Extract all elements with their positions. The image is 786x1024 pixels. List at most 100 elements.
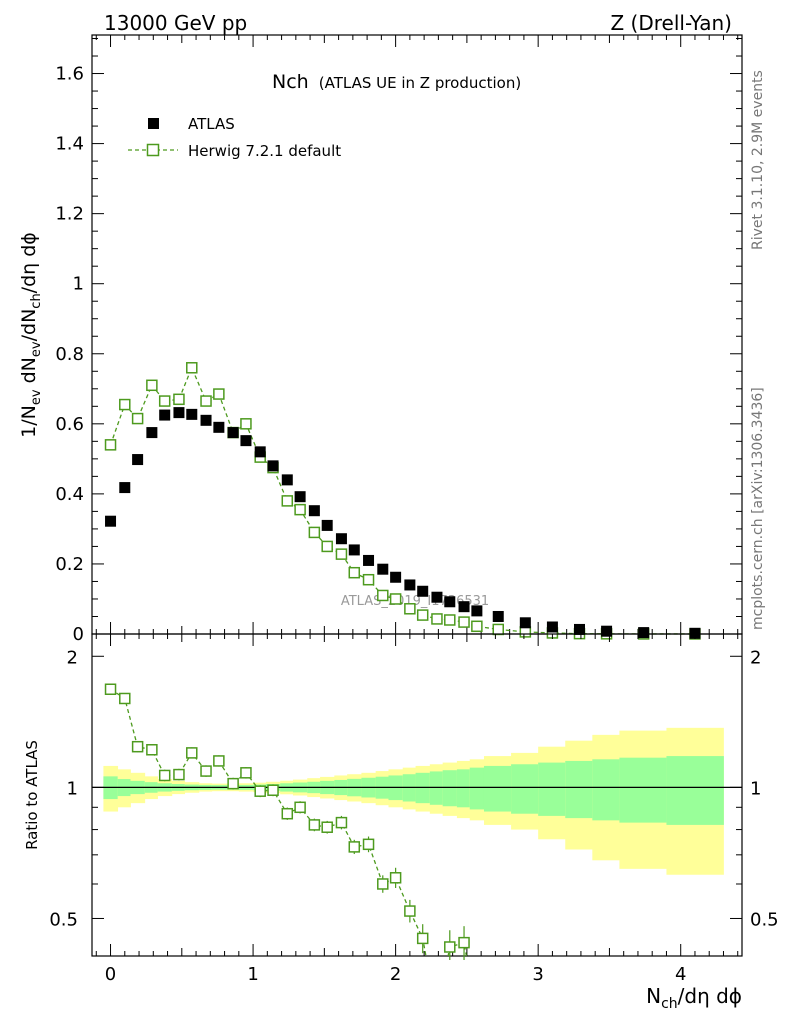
herwig-ratio-point xyxy=(158,769,171,782)
herwig-point xyxy=(377,589,389,602)
atlas-point xyxy=(159,409,171,421)
atlas-point xyxy=(321,519,333,531)
atlas-point xyxy=(267,460,279,472)
herwig-point xyxy=(294,503,306,516)
main-series xyxy=(104,362,701,640)
x-tick-label: 0 xyxy=(105,964,116,985)
stat-uncertainty-band xyxy=(442,770,458,807)
y-tick-label: 0.6 xyxy=(55,414,84,435)
herwig-point xyxy=(492,623,504,636)
atlas-point xyxy=(119,482,131,494)
atlas-point xyxy=(173,407,185,419)
herwig-ratio-point xyxy=(377,878,389,890)
herwig-ratio-point xyxy=(200,765,212,777)
energy-label: 13000 GeV pp xyxy=(104,11,247,35)
herwig-point xyxy=(119,398,131,411)
herwig-point xyxy=(389,593,402,605)
herwig-point xyxy=(131,412,144,425)
herwig-point xyxy=(416,609,429,621)
herwig-point xyxy=(308,526,321,539)
stat-uncertainty-band xyxy=(429,771,444,805)
herwig-ratio-point xyxy=(335,816,348,829)
atlas-point xyxy=(132,454,144,466)
atlas-point xyxy=(335,533,347,545)
atlas-point xyxy=(471,605,483,617)
herwig-ratio-point xyxy=(146,744,158,756)
herwig-ratio-point xyxy=(104,683,117,696)
atlas-point xyxy=(519,617,531,629)
ratio-y-tick-label-right: 0.5 xyxy=(750,909,779,930)
herwig-ratio-point xyxy=(444,941,456,953)
herwig-point xyxy=(146,379,158,392)
source-label: mcplots.cern.ch [arXiv:1306.3436] xyxy=(750,387,766,630)
atlas-point xyxy=(200,414,212,426)
y-tick-label: 0.4 xyxy=(55,484,84,505)
herwig-point xyxy=(158,395,171,407)
ratio-y-label: Ratio to ATLAS xyxy=(23,740,41,850)
stat-uncertainty-band xyxy=(456,769,471,808)
y-tick-label: 0 xyxy=(73,624,84,645)
stat-uncertainty-band xyxy=(619,757,667,823)
herwig-ratio-point xyxy=(389,872,402,884)
herwig-ratio-point xyxy=(119,692,131,705)
ratio-y-tick-label-right: 2 xyxy=(750,647,761,668)
herwig-point xyxy=(104,439,117,451)
ratio-y-tick-label: 2 xyxy=(67,647,78,668)
plot-title-main: Nch xyxy=(272,71,309,93)
herwig-ratio-point xyxy=(281,807,294,820)
herwig-ratio-point xyxy=(308,819,321,831)
herwig-point xyxy=(404,603,416,615)
atlas-point xyxy=(308,505,320,517)
legend-herwig-label: Herwig 7.2.1 default xyxy=(188,142,341,160)
herwig-ratio-point xyxy=(362,838,375,851)
ratio-y-tick-label: 1 xyxy=(67,778,78,799)
stat-uncertainty-band xyxy=(538,762,566,816)
stat-uncertainty-band xyxy=(565,760,593,819)
herwig-point xyxy=(186,362,198,374)
y-tick-label: 1 xyxy=(73,274,84,295)
atlas-point xyxy=(240,435,252,447)
stat-uncertainty-band xyxy=(666,756,724,825)
herwig-ratio-point xyxy=(348,841,361,853)
legend-herwig-marker xyxy=(146,143,160,157)
herwig-point xyxy=(458,616,470,628)
x-axis-label: Nch/dη dϕ xyxy=(646,984,742,1012)
herwig-point xyxy=(519,626,532,638)
atlas-point xyxy=(348,544,360,556)
x-tick-label: 1 xyxy=(247,964,258,985)
ratio-y-tick-label-right: 1 xyxy=(750,778,761,799)
atlas-point xyxy=(458,601,470,613)
stat-uncertainty-band xyxy=(511,764,539,814)
herwig-point xyxy=(335,548,348,560)
atlas-point xyxy=(227,427,239,439)
herwig-ratio-point xyxy=(131,740,144,753)
atlas-point xyxy=(377,563,389,575)
stat-uncertainty-band xyxy=(592,759,620,821)
herwig-ratio-point xyxy=(458,936,470,949)
plot-title: Nch (ATLAS UE in Z production) xyxy=(272,71,521,93)
atlas-point xyxy=(638,627,650,639)
herwig-ratio-point xyxy=(321,821,333,833)
y-tick-label: 1.6 xyxy=(55,64,84,85)
herwig-ratio-point xyxy=(240,767,252,779)
atlas-point xyxy=(601,625,613,637)
y-tick-label: 0.2 xyxy=(55,554,84,575)
atlas-point xyxy=(431,591,443,603)
herwig-ratio-point xyxy=(173,768,185,781)
atlas-point xyxy=(186,408,198,420)
y-tick-label: 1.2 xyxy=(55,204,84,225)
herwig-ratio-point xyxy=(294,801,306,814)
stat-uncertainty-band xyxy=(415,772,431,804)
herwig-point xyxy=(321,540,333,553)
main-y-label: 1/Nev dNev/dNch/dη dϕ xyxy=(18,232,44,438)
ratio-bands xyxy=(103,727,724,875)
x-tick-label: 3 xyxy=(532,964,543,985)
atlas-point xyxy=(146,427,158,439)
herwig-ratio-point xyxy=(227,777,239,790)
ratio-panel: 0 1 2 3 4 0.5 0.5 1 1 2 2 xyxy=(49,633,779,985)
herwig-point xyxy=(471,620,483,633)
atlas-point xyxy=(574,623,585,635)
herwig-ratio-point xyxy=(404,905,416,917)
atlas-point xyxy=(213,421,225,433)
